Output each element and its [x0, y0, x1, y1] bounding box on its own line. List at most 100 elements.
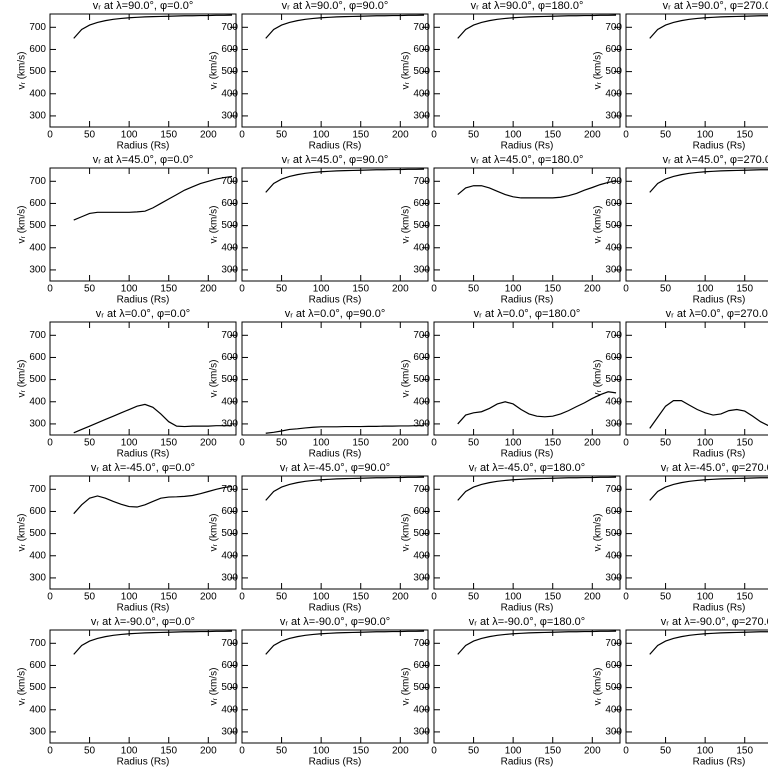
x-tick-label: 150 [352, 592, 369, 603]
x-tick-label: 150 [352, 438, 369, 449]
y-tick-label: 500 [605, 66, 622, 77]
x-axis-label: Radius (Rs) [501, 141, 554, 152]
y-tick-label: 600 [29, 44, 46, 55]
chart-title: vᵣ at λ=-45.0°, φ=270.0° [661, 462, 768, 474]
y-tick-label: 500 [413, 682, 430, 693]
x-axis-label: Radius (Rs) [693, 757, 746, 768]
x-tick-label: 50 [84, 746, 96, 757]
y-tick-label: 300 [29, 419, 46, 430]
x-tick-label: 50 [84, 130, 96, 141]
y-tick-label: 700 [29, 22, 46, 33]
y-tick-label: 300 [605, 419, 622, 430]
data-line [457, 180, 617, 199]
x-axis-label: Radius (Rs) [501, 449, 554, 460]
x-tick-label: 200 [200, 438, 217, 449]
y-tick-label: 700 [29, 176, 46, 187]
x-tick-label: 100 [121, 438, 138, 449]
data-line [265, 630, 425, 655]
y-axis-label: vᵣ (km/s) [209, 206, 220, 244]
y-tick-label: 400 [29, 550, 46, 561]
x-axis-label: Radius (Rs) [309, 757, 362, 768]
y-tick-label: 500 [29, 374, 46, 385]
x-tick-label: 50 [660, 592, 672, 603]
x-tick-label: 100 [697, 284, 714, 295]
x-axis-label: Radius (Rs) [693, 449, 746, 460]
y-tick-label: 700 [221, 176, 238, 187]
x-axis-label: Radius (Rs) [117, 141, 170, 152]
x-tick-label: 0 [623, 746, 629, 757]
plot-frame [625, 475, 768, 590]
plot-frame [241, 167, 429, 282]
x-tick-label: 200 [392, 130, 409, 141]
x-tick-label: 150 [544, 438, 561, 449]
y-tick-label: 500 [221, 220, 238, 231]
y-tick-label: 700 [605, 330, 622, 341]
y-tick-label: 700 [221, 638, 238, 649]
y-tick-label: 600 [221, 44, 238, 55]
x-tick-label: 150 [544, 746, 561, 757]
plot-frame [433, 475, 621, 590]
y-tick-label: 600 [605, 506, 622, 517]
y-tick-label: 300 [413, 265, 430, 276]
y-axis-label: vᵣ (km/s) [593, 360, 604, 398]
y-axis-label: vᵣ (km/s) [401, 52, 412, 90]
y-tick-label: 700 [605, 638, 622, 649]
plot-frame [241, 13, 429, 128]
x-tick-label: 50 [84, 284, 96, 295]
x-axis-label: Radius (Rs) [309, 449, 362, 460]
y-tick-label: 500 [605, 528, 622, 539]
y-tick-label: 700 [29, 330, 46, 341]
x-tick-label: 0 [623, 438, 629, 449]
chart-title: vᵣ at λ=45.0°, φ=180.0° [471, 154, 584, 166]
y-tick-label: 300 [29, 573, 46, 584]
y-tick-label: 500 [413, 374, 430, 385]
y-tick-label: 300 [221, 111, 238, 122]
y-tick-label: 500 [221, 374, 238, 385]
x-tick-label: 200 [392, 284, 409, 295]
y-axis-label: vᵣ (km/s) [593, 514, 604, 552]
x-tick-label: 100 [121, 130, 138, 141]
x-tick-label: 150 [352, 130, 369, 141]
y-tick-label: 700 [605, 22, 622, 33]
y-tick-label: 400 [605, 88, 622, 99]
plot-frame [241, 629, 429, 744]
y-tick-label: 600 [413, 44, 430, 55]
data-line [649, 169, 768, 193]
x-axis-label: Radius (Rs) [501, 757, 554, 768]
y-tick-label: 300 [413, 111, 430, 122]
y-tick-label: 600 [221, 660, 238, 671]
x-tick-label: 50 [84, 438, 96, 449]
x-tick-label: 100 [505, 130, 522, 141]
x-axis-label: Radius (Rs) [117, 449, 170, 460]
y-tick-label: 400 [221, 550, 238, 561]
y-tick-label: 700 [413, 484, 430, 495]
x-tick-label: 50 [660, 130, 672, 141]
y-tick-label: 600 [605, 44, 622, 55]
x-tick-label: 50 [276, 438, 288, 449]
chart-title: vᵣ at λ=45.0°, φ=0.0° [93, 154, 194, 166]
y-tick-label: 700 [413, 176, 430, 187]
chart-title: vᵣ at λ=-45.0°, φ=0.0° [91, 462, 195, 474]
x-axis-label: Radius (Rs) [693, 603, 746, 614]
x-tick-label: 50 [660, 746, 672, 757]
y-tick-label: 700 [413, 330, 430, 341]
y-axis-label: vᵣ (km/s) [17, 52, 28, 90]
y-tick-label: 700 [413, 22, 430, 33]
y-tick-label: 700 [413, 638, 430, 649]
y-tick-label: 400 [413, 396, 430, 407]
y-tick-label: 400 [221, 242, 238, 253]
y-tick-label: 700 [605, 484, 622, 495]
plot-frame [49, 167, 237, 282]
x-tick-label: 50 [468, 592, 480, 603]
y-tick-label: 400 [29, 704, 46, 715]
chart-title: vᵣ at λ=45.0°, φ=90.0° [282, 154, 389, 166]
x-tick-label: 100 [697, 438, 714, 449]
y-tick-label: 600 [413, 198, 430, 209]
x-tick-label: 0 [239, 746, 245, 757]
plot-frame [625, 13, 768, 128]
x-tick-label: 100 [313, 284, 330, 295]
x-tick-label: 0 [431, 438, 437, 449]
x-tick-label: 100 [505, 746, 522, 757]
plot-frame [625, 629, 768, 744]
y-tick-label: 700 [29, 638, 46, 649]
